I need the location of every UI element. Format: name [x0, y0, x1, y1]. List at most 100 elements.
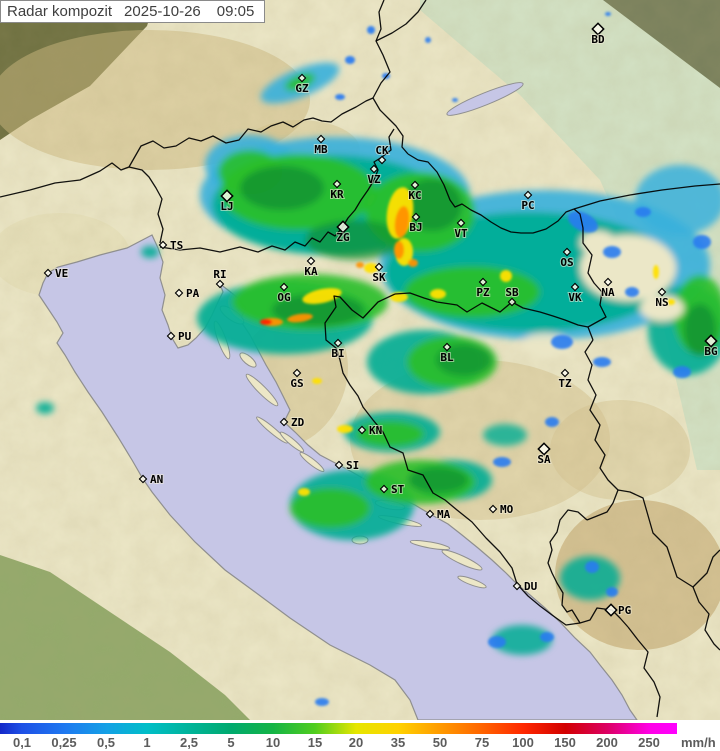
- city-marker: [279, 282, 289, 292]
- country-border: [573, 183, 720, 210]
- radar-echo-cell: [394, 206, 410, 238]
- radar-echo: [141, 246, 159, 258]
- city-marker: [379, 484, 389, 494]
- city-marker: [570, 282, 580, 292]
- radar-echo: [240, 166, 324, 210]
- city-label: GZ: [295, 82, 309, 95]
- legend-label: 15: [307, 735, 323, 750]
- legend-label: 150: [554, 735, 576, 750]
- radar-echo-cell: [493, 457, 511, 467]
- city-label: SB: [505, 286, 519, 299]
- radar-echo-cell: [673, 366, 691, 378]
- city-label: DU: [524, 580, 538, 593]
- country-border: [627, 626, 661, 718]
- city-label: BI: [331, 347, 344, 360]
- city-label: BJ: [409, 221, 422, 234]
- city-label: LJ: [220, 200, 233, 213]
- city-label: KR: [330, 188, 344, 201]
- city-marker: [560, 368, 570, 378]
- legend-label: 250: [638, 735, 660, 750]
- legend-label: 200: [596, 735, 618, 750]
- island: [441, 549, 483, 571]
- city-label: VZ: [367, 173, 381, 186]
- city-label: PU: [178, 330, 192, 343]
- city-label: VE: [55, 267, 68, 280]
- intensity-colorbar: [0, 723, 677, 734]
- observation-time: 09:05: [216, 3, 255, 20]
- radar-echo-cell: [667, 299, 675, 305]
- radar-echo-cell: [394, 241, 404, 259]
- radar-echo-cell: [367, 26, 375, 34]
- radar-echo-cell: [356, 262, 364, 268]
- city-marker: [158, 240, 168, 250]
- city-label: BL: [440, 351, 454, 364]
- radar-echo: [305, 220, 405, 260]
- radar-echo: [356, 421, 424, 447]
- city-label: PG: [618, 604, 632, 617]
- radar-echo: [404, 266, 540, 318]
- city-label: ZG: [336, 231, 350, 244]
- city-marker: [174, 288, 184, 298]
- city-label: KA: [304, 265, 318, 278]
- radar-echo-cell: [585, 561, 599, 573]
- city-label: GS: [290, 377, 303, 390]
- radar-echo-cell: [430, 289, 446, 299]
- legend-unit: mm/h: [681, 735, 716, 750]
- radar-echo-cell: [425, 37, 431, 43]
- island: [239, 352, 257, 368]
- island: [457, 575, 487, 589]
- legend-labels: 0,1 0,25 0,5 1 2,5 5 10 15 20 35 50 75 100 150 200 250: [0, 735, 720, 751]
- radar-echo-cell: [606, 587, 618, 597]
- radar-echo-cell: [287, 313, 313, 323]
- city-marker: [425, 509, 435, 519]
- country-border: [617, 489, 720, 588]
- radar-echo-cell: [302, 287, 342, 305]
- city-layer: BD GZ MB CK VZ KR KC LJ PC BJ VT ZG TS OS KA SK VE RI PZ NA…: [43, 22, 719, 618]
- radar-echo-cell: [635, 207, 651, 217]
- island: [409, 539, 451, 551]
- radar-echo-cell: [605, 12, 611, 16]
- city-marker: [332, 179, 342, 189]
- city-marker: [507, 297, 517, 307]
- city-marker: [604, 603, 618, 617]
- country-border: [584, 339, 619, 521]
- radar-echo-cell: [337, 425, 353, 433]
- city-marker: [512, 581, 522, 591]
- legend-label: 0,1: [12, 735, 32, 750]
- country-border: [128, 166, 164, 244]
- radar-echo-cell: [693, 235, 711, 249]
- legend-label: 10: [265, 735, 281, 750]
- city-marker: [410, 180, 420, 190]
- city-marker: [603, 277, 613, 287]
- country-border: [324, 293, 581, 626]
- city-label: ZD: [291, 416, 305, 429]
- city-marker: [456, 218, 466, 228]
- radar-map: BD GZ MB CK VZ KR KC LJ PC BJ VT ZG TS OS KA SK VE RI PZ NA…: [0, 0, 720, 721]
- radar-echo-cell: [408, 259, 418, 267]
- country-border: [372, 0, 409, 155]
- city-marker: [166, 331, 176, 341]
- legend-label: 100: [512, 735, 534, 750]
- legend-label: 50: [432, 735, 448, 750]
- city-label: AN: [150, 473, 163, 486]
- observation-date: 2025-10-26: [124, 3, 201, 20]
- city-marker: [279, 417, 289, 427]
- city-marker: [43, 268, 53, 278]
- city-marker: [292, 368, 302, 378]
- legend-label: 35: [390, 735, 406, 750]
- legend-label: 0,5: [96, 735, 116, 750]
- city-marker: [297, 73, 307, 83]
- radar-echo-cell: [568, 211, 598, 233]
- city-label: SA: [537, 453, 551, 466]
- radar-echo-cell: [312, 378, 322, 384]
- city-marker: [488, 504, 498, 514]
- radar-echo-cell: [298, 488, 310, 496]
- legend-label: 5: [227, 735, 235, 750]
- city-marker: [138, 474, 148, 484]
- city-marker: [657, 287, 667, 297]
- radar-echo-cell: [345, 56, 355, 64]
- radar-echo: [560, 556, 620, 600]
- radar-echo-cell: [335, 94, 345, 100]
- city-label: PC: [521, 199, 534, 212]
